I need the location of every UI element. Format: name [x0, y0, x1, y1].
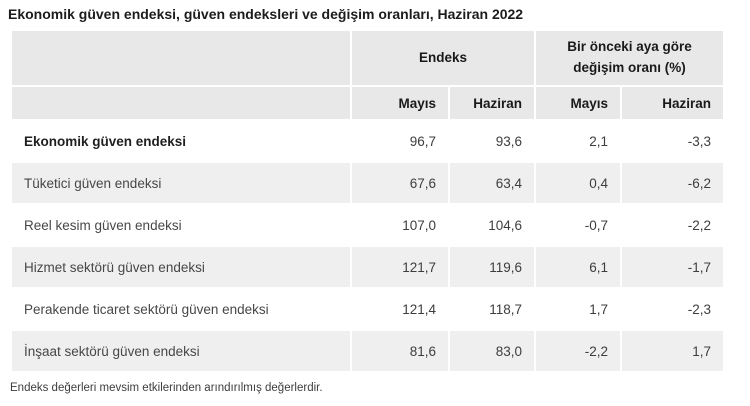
value-cell: 0,4 — [536, 163, 620, 203]
value-cell: -2,2 — [536, 331, 620, 371]
value-cell: 107,0 — [352, 205, 448, 245]
column-group-row: Endeks Bir önceki aya göre değişim oranı… — [12, 31, 723, 85]
value-cell: 6,1 — [536, 247, 620, 287]
value-cell: -1,7 — [622, 247, 723, 287]
value-cell: 121,4 — [352, 289, 448, 329]
table-row: Tüketici güven endeksi 67,6 63,4 0,4 -6,… — [12, 163, 723, 203]
value-cell: 119,6 — [450, 247, 534, 287]
page: Ekonomik güven endeksi, güven endeksleri… — [0, 6, 750, 394]
value-cell: 1,7 — [536, 289, 620, 329]
table-row: İnşaat sektörü güven endeksi 81,6 83,0 -… — [12, 331, 723, 371]
value-cell: 1,7 — [622, 331, 723, 371]
row-label: Hizmet sektörü güven endeksi — [12, 247, 350, 287]
value-cell: 81,6 — [352, 331, 448, 371]
value-cell: -3,3 — [622, 121, 723, 161]
row-label: Ekonomik güven endeksi — [12, 121, 350, 161]
sub-header-change-haziran: Haziran — [622, 87, 723, 119]
column-group-change: Bir önceki aya göre değişim oranı (%) — [536, 31, 723, 85]
value-cell: 104,6 — [450, 205, 534, 245]
value-cell: 83,0 — [450, 331, 534, 371]
sub-header-endeks-mayis: Mayıs — [352, 87, 448, 119]
column-group-endeks: Endeks — [352, 31, 534, 85]
row-label: Tüketici güven endeksi — [12, 163, 350, 203]
table-row: Hizmet sektörü güven endeksi 121,7 119,6… — [12, 247, 723, 287]
row-label: İnşaat sektörü güven endeksi — [12, 331, 350, 371]
value-cell: 63,4 — [450, 163, 534, 203]
table-row: Reel kesim güven endeksi 107,0 104,6 -0,… — [12, 205, 723, 245]
value-cell: -0,7 — [536, 205, 620, 245]
corner-cell-2 — [12, 87, 350, 119]
value-cell: 121,7 — [352, 247, 448, 287]
sub-header-change-mayis: Mayıs — [536, 87, 620, 119]
value-cell: 67,6 — [352, 163, 448, 203]
value-cell: -2,2 — [622, 205, 723, 245]
sub-header-row: Mayıs Haziran Mayıs Haziran — [12, 87, 723, 119]
row-label: Perakende ticaret sektörü güven endeksi — [12, 289, 350, 329]
value-cell: 96,7 — [352, 121, 448, 161]
value-cell: -2,3 — [622, 289, 723, 329]
row-label: Reel kesim güven endeksi — [12, 205, 350, 245]
value-cell: -6,2 — [622, 163, 723, 203]
footnote: Endeks değerleri mevsim etkilerinden arı… — [10, 382, 323, 394]
page-title: Ekonomik güven endeksi, güven endeksleri… — [8, 6, 524, 22]
table-row: Ekonomik güven endeksi 96,7 93,6 2,1 -3,… — [12, 121, 723, 161]
sub-header-endeks-haziran: Haziran — [450, 87, 534, 119]
value-cell: 2,1 — [536, 121, 620, 161]
column-group-endeks-label: Endeks — [418, 49, 468, 65]
value-cell: 118,7 — [450, 289, 534, 329]
column-group-change-label: Bir önceki aya göre değişim oranı (%) — [567, 39, 692, 75]
value-cell: 93,6 — [450, 121, 534, 161]
corner-cell — [12, 31, 350, 85]
confidence-index-table: Endeks Bir önceki aya göre değişim oranı… — [10, 29, 725, 373]
table-row: Perakende ticaret sektörü güven endeksi … — [12, 289, 723, 329]
